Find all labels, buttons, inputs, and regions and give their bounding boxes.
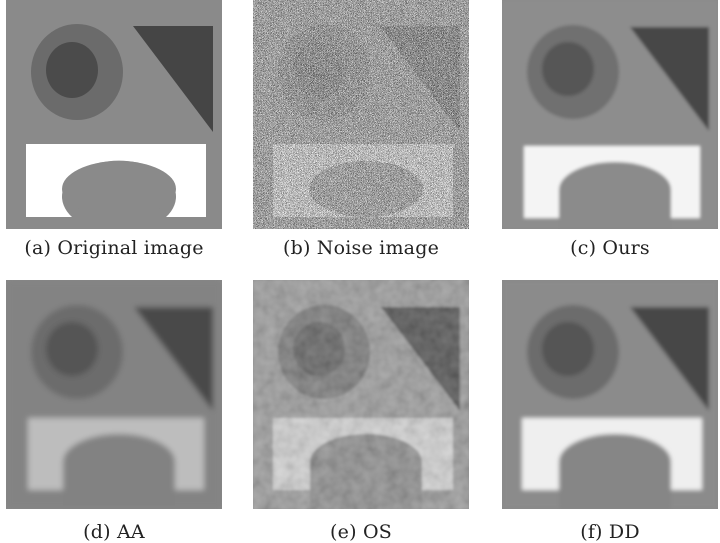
panel-ours: (c) Ours	[502, 0, 718, 259]
dd-denoised-image	[502, 280, 718, 509]
aa-denoised-image	[6, 280, 222, 509]
caption-a: (a) Original image	[24, 237, 204, 259]
panel-dd: (f) DD	[502, 280, 718, 543]
panel-original-image: (a) Original image	[6, 0, 222, 259]
panel-aa: (d) AA	[6, 280, 222, 543]
caption-f: (f) DD	[580, 521, 640, 543]
ours-denoised-image	[502, 0, 718, 229]
panel-os: (e) OS	[253, 280, 469, 543]
dd-result-image	[502, 280, 718, 509]
noise-image	[253, 0, 469, 229]
caption-e: (e) OS	[330, 521, 392, 543]
caption-b: (b) Noise image	[282, 237, 440, 259]
caption-d: (d) AA	[83, 521, 145, 543]
panel-noise-image: (b) Noise image	[253, 0, 469, 259]
synthetic-shapes-image	[6, 0, 222, 229]
caption-c: (c) Ours	[570, 237, 650, 259]
aa-result-image	[6, 280, 222, 509]
os-denoised-image	[253, 280, 469, 509]
original-image	[6, 0, 222, 229]
ours-result-image	[502, 0, 718, 229]
noisy-shapes-image	[253, 0, 469, 229]
os-result-image	[253, 280, 469, 509]
